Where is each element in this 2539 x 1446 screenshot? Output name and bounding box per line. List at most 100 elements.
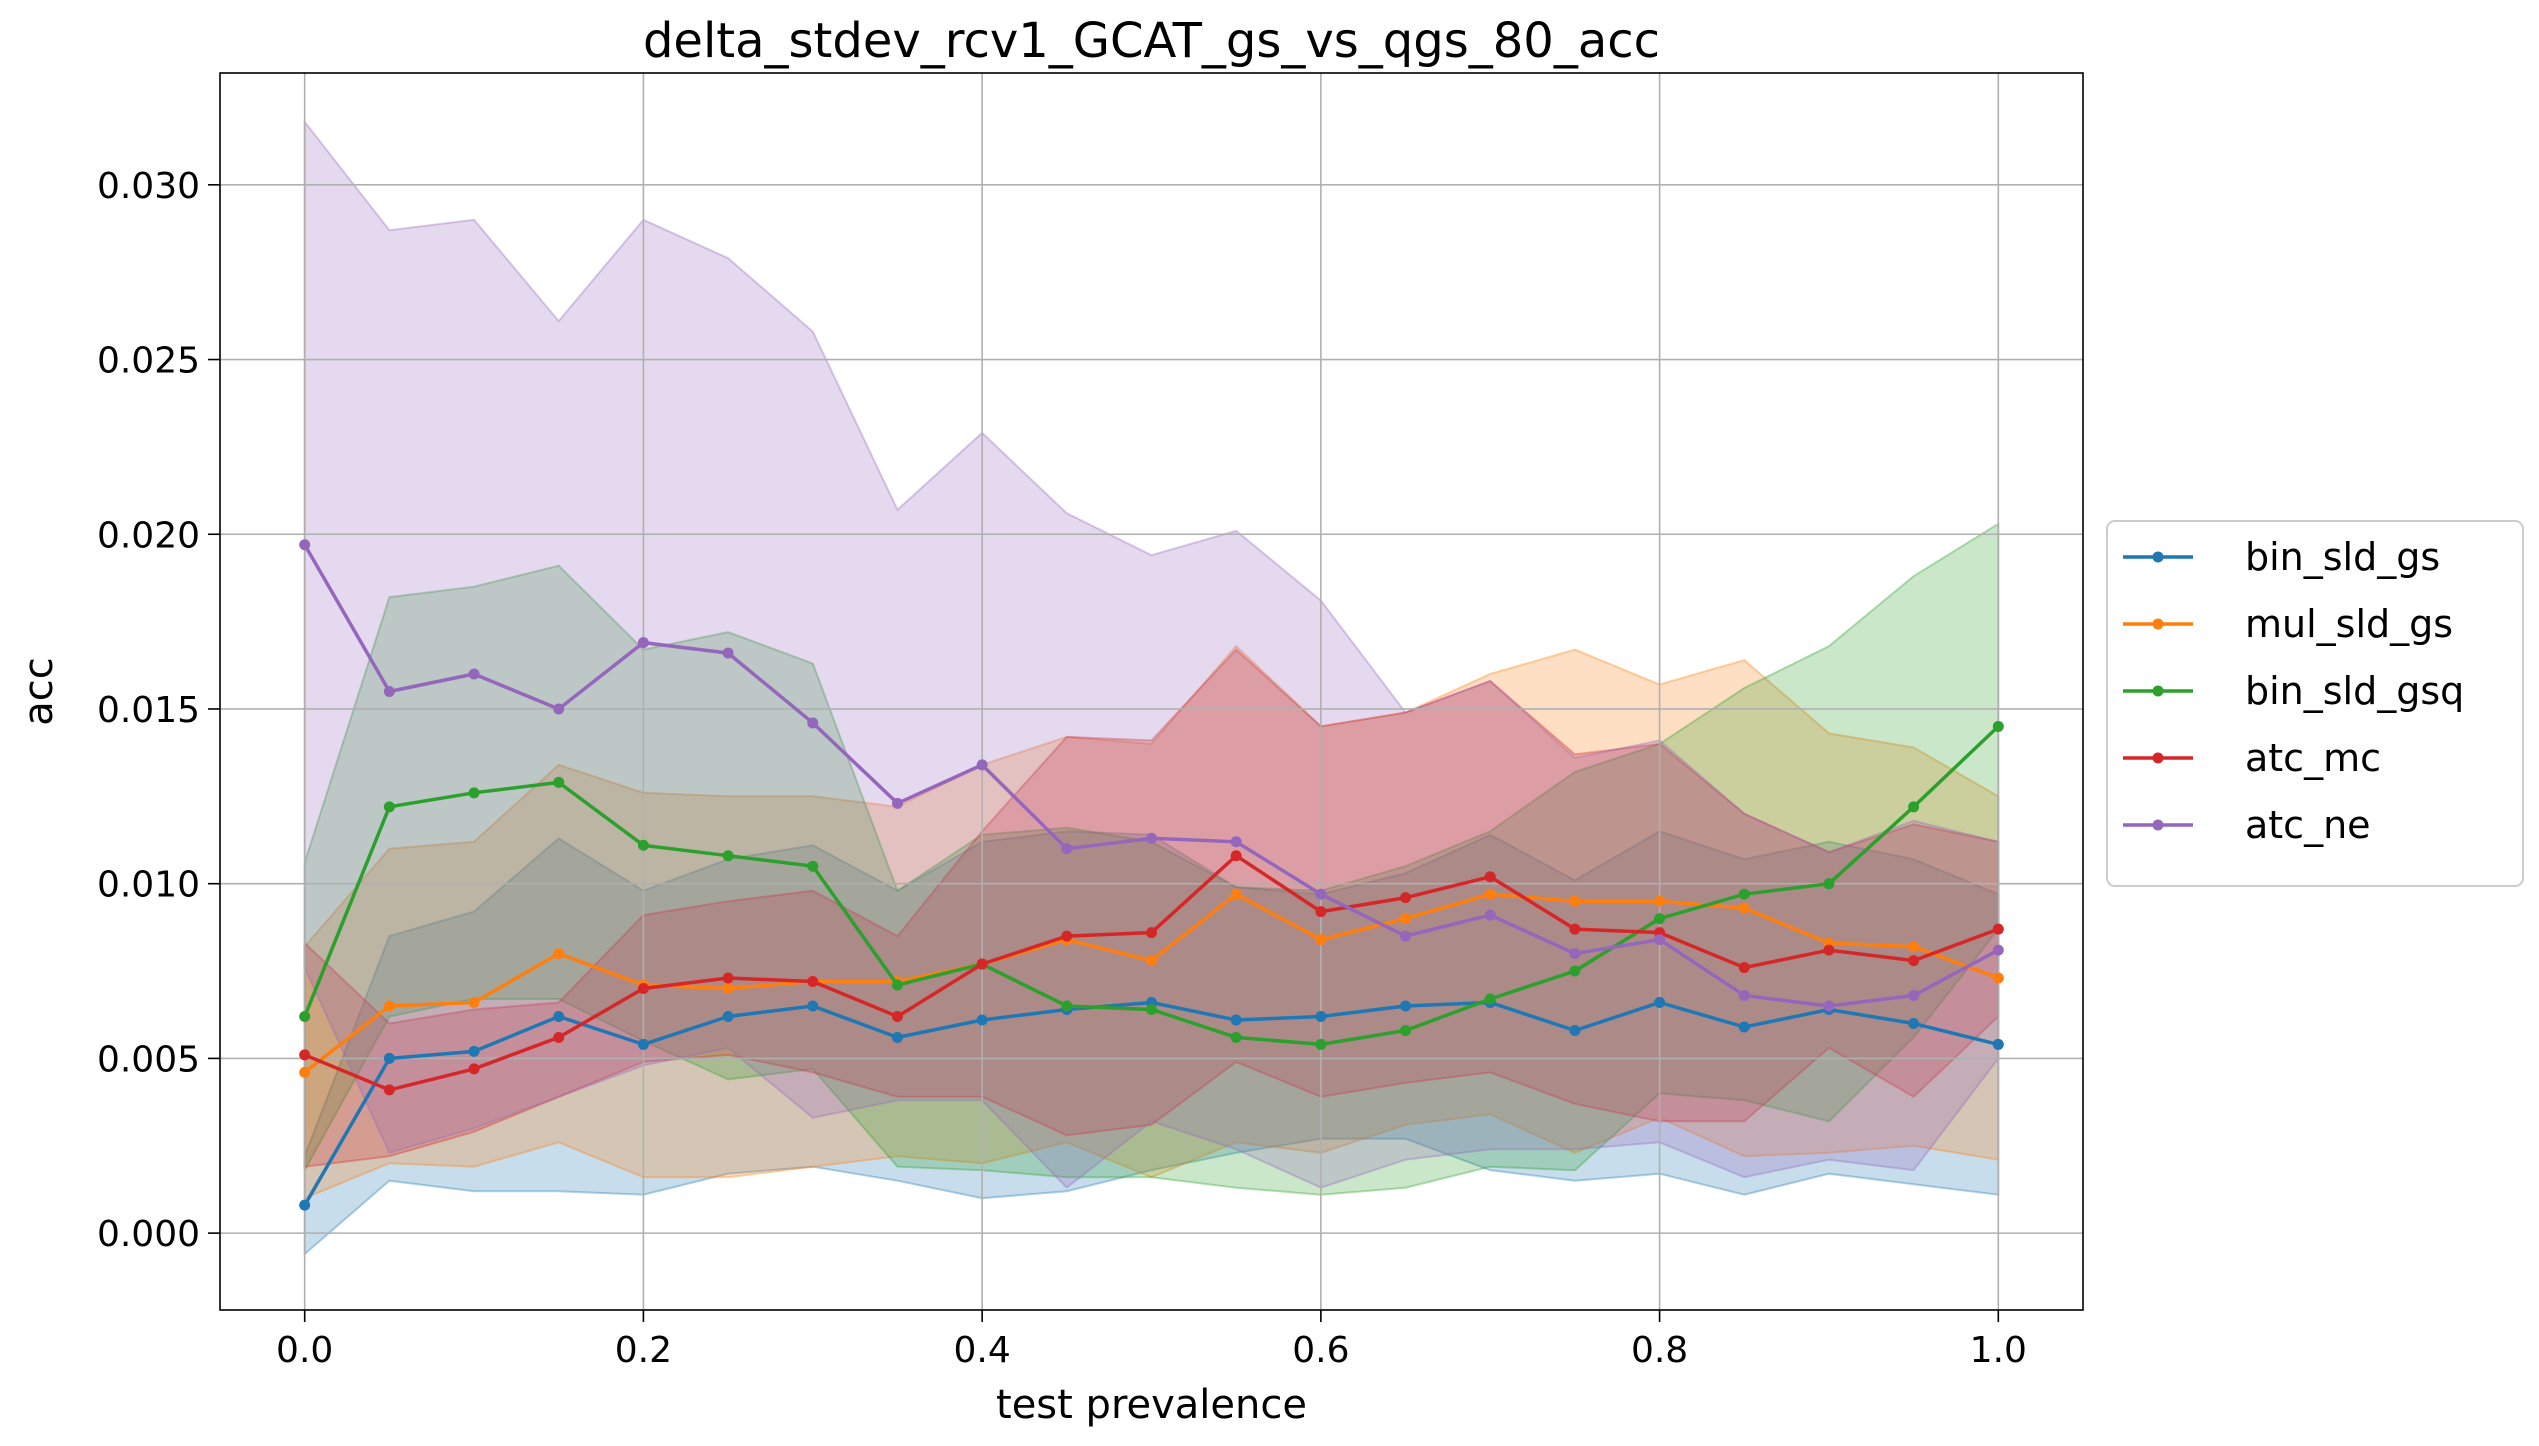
data-point-mul_sld_gs: [1654, 895, 1666, 907]
data-point-bin_sld_gsq: [1823, 878, 1835, 890]
y-tick-label: 0.015: [97, 690, 200, 731]
y-tick-label: 0.025: [97, 341, 200, 382]
data-point-atc_mc: [553, 1031, 565, 1043]
data-point-atc_ne: [1146, 832, 1157, 844]
data-point-bin_sld_gs: [722, 1010, 734, 1022]
data-point-mul_sld_gs: [553, 948, 565, 960]
data-point-bin_sld_gsq: [1230, 1031, 1242, 1043]
data-point-atc_ne: [468, 668, 480, 680]
data-point-bin_sld_gs: [1908, 1017, 1920, 1029]
data-point-atc_mc: [1146, 927, 1157, 939]
y-tick-label: 0.030: [97, 166, 200, 207]
data-point-bin_sld_gsq: [553, 776, 565, 788]
data-point-atc_mc: [299, 1049, 311, 1061]
data-point-atc_mc: [1823, 944, 1835, 956]
plot-area-frame: [219, 72, 2084, 1311]
data-point-mul_sld_gs: [1400, 913, 1412, 925]
data-point-atc_mc: [1908, 955, 1920, 967]
data-point-atc_ne: [1230, 836, 1242, 848]
legend-label-bin_sld_gs: bin_sld_gs: [2245, 535, 2440, 579]
data-point-bin_sld_gs: [807, 1000, 819, 1012]
data-point-bin_sld_gsq: [1146, 1003, 1157, 1015]
data-point-mul_sld_gs: [1315, 934, 1327, 946]
legend-marker-bin_sld_gs: [2152, 551, 2164, 563]
data-point-atc_mc: [1400, 892, 1412, 904]
data-point-mul_sld_gs: [1908, 941, 1920, 953]
data-point-bin_sld_gsq: [722, 850, 734, 862]
data-point-bin_sld_gs: [299, 1199, 311, 1211]
data-point-atc_ne: [1908, 990, 1920, 1002]
data-point-atc_mc: [1738, 962, 1750, 974]
data-point-mul_sld_gs: [1146, 955, 1157, 967]
data-point-mul_sld_gs: [722, 983, 734, 995]
data-point-atc_ne: [1992, 944, 2004, 956]
y-axis-label: acc: [16, 657, 62, 726]
x-tick-label: 0.4: [954, 1330, 1011, 1371]
legend-label-bin_sld_gsq: bin_sld_gsq: [2245, 669, 2464, 713]
data-point-bin_sld_gs: [553, 1010, 565, 1022]
data-point-atc_ne: [1569, 948, 1581, 960]
data-point-bin_sld_gs: [383, 1052, 395, 1064]
data-point-atc_mc: [468, 1063, 480, 1075]
data-point-atc_mc: [1315, 906, 1327, 918]
data-point-atc_mc: [1992, 923, 2004, 935]
data-point-bin_sld_gsq: [1738, 888, 1750, 900]
data-point-atc_ne: [299, 539, 311, 551]
data-point-atc_ne: [807, 717, 819, 729]
data-point-mul_sld_gs: [468, 996, 480, 1008]
legend-label-mul_sld_gs: mul_sld_gs: [2245, 602, 2453, 646]
data-point-atc_mc: [1569, 923, 1581, 935]
y-axis-ticks: 0.000 0.005 0.010 0.015 0.020 0.025 0.030: [97, 166, 220, 1255]
data-point-atc_mc: [1484, 871, 1496, 883]
data-point-atc_ne: [637, 637, 649, 649]
data-point-bin_sld_gsq: [299, 1010, 311, 1022]
legend: bin_sld_gs mul_sld_gs bin_sld_gsq atc_mcatc…: [2106, 520, 2524, 887]
x-tick-label: 0.0: [276, 1330, 333, 1371]
data-point-atc_ne: [1823, 1000, 1835, 1012]
data-point-mul_sld_gs: [1992, 972, 2004, 984]
data-point-atc_mc: [1230, 850, 1242, 862]
data-point-bin_sld_gsq: [468, 787, 480, 799]
data-point-atc_mc: [722, 972, 734, 984]
data-point-atc_mc: [976, 958, 988, 970]
data-point-bin_sld_gs: [1400, 1000, 1412, 1012]
data-point-mul_sld_gs: [1484, 888, 1496, 900]
series-lines: [299, 539, 2004, 1211]
legend-box: [2106, 520, 2524, 887]
data-point-bin_sld_gsq: [637, 839, 649, 851]
data-point-atc_ne: [976, 759, 988, 771]
x-tick-label: 0.6: [1292, 1330, 1349, 1371]
data-point-bin_sld_gs: [976, 1014, 988, 1026]
y-tick-label: 0.010: [97, 865, 200, 906]
data-point-atc_ne: [1654, 934, 1666, 946]
x-tick-label: 0.8: [1631, 1330, 1688, 1371]
data-point-bin_sld_gsq: [807, 860, 819, 872]
data-point-atc_mc: [637, 983, 649, 995]
data-point-atc_ne: [1315, 888, 1327, 900]
data-point-bin_sld_gsq: [1484, 993, 1496, 1005]
data-point-atc_ne: [1400, 930, 1412, 942]
data-point-atc_mc: [1061, 930, 1073, 942]
confidence-bands: [303, 118, 2000, 1257]
data-point-bin_sld_gs: [1992, 1038, 2004, 1050]
y-tick-label: 0.020: [97, 515, 200, 556]
data-point-atc_mc: [891, 1010, 903, 1022]
data-point-atc_ne: [1738, 990, 1750, 1002]
x-tick-label: 0.2: [615, 1330, 672, 1371]
data-point-atc_ne: [383, 686, 395, 697]
legend-marker-atc_mc: [2152, 752, 2164, 764]
legend-label-atc_mc: atc_mc: [2245, 736, 2381, 780]
data-point-bin_sld_gsq: [1992, 720, 2004, 732]
data-point-bin_sld_gs: [637, 1038, 649, 1050]
data-point-atc_ne: [1484, 909, 1496, 921]
data-point-bin_sld_gs: [1230, 1014, 1242, 1026]
data-point-atc_mc: [383, 1084, 395, 1096]
data-point-bin_sld_gs: [891, 1031, 903, 1043]
chart-title: delta_stdev_rcv1_GCAT_gs_vs_qgs_80_acc: [643, 13, 1660, 69]
y-tick-label: 0.000: [97, 1214, 200, 1255]
legend-label-atc_ne: atc_ne: [2245, 803, 2371, 847]
data-point-bin_sld_gs: [1654, 996, 1666, 1008]
data-point-mul_sld_gs: [383, 1000, 395, 1012]
legend-marker-bin_sld_gsq: [2152, 685, 2164, 697]
